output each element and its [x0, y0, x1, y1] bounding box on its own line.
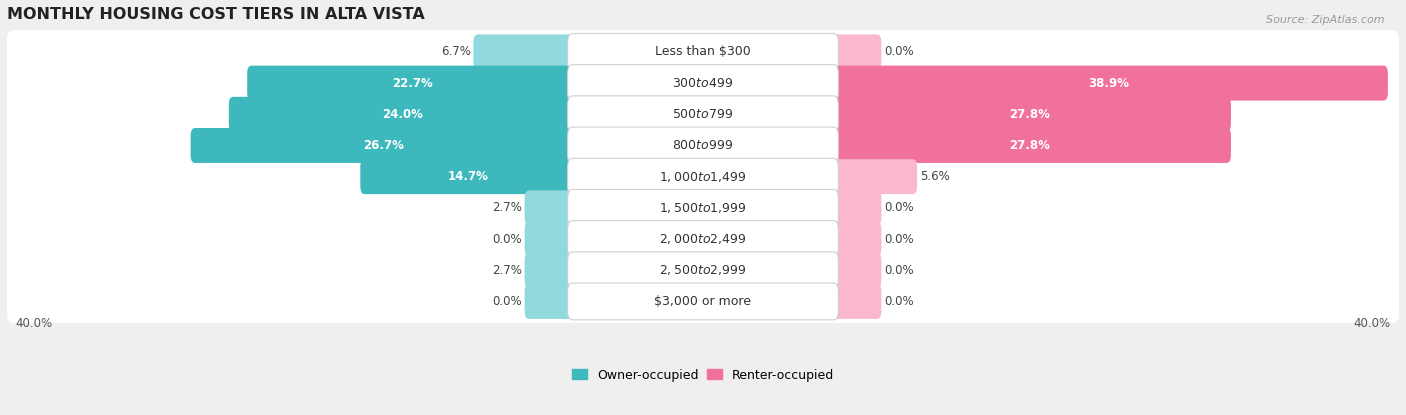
- Text: $3,000 or more: $3,000 or more: [655, 295, 751, 308]
- Text: $800 to $999: $800 to $999: [672, 139, 734, 152]
- Text: 22.7%: 22.7%: [392, 77, 433, 90]
- Text: $2,500 to $2,999: $2,500 to $2,999: [659, 263, 747, 277]
- FancyBboxPatch shape: [830, 253, 882, 288]
- FancyBboxPatch shape: [7, 61, 1399, 105]
- FancyBboxPatch shape: [229, 97, 576, 132]
- Text: 2.7%: 2.7%: [492, 264, 522, 277]
- Text: 0.0%: 0.0%: [884, 45, 914, 59]
- FancyBboxPatch shape: [360, 159, 576, 194]
- FancyBboxPatch shape: [830, 159, 917, 194]
- Text: MONTHLY HOUSING COST TIERS IN ALTA VISTA: MONTHLY HOUSING COST TIERS IN ALTA VISTA: [7, 7, 425, 22]
- FancyBboxPatch shape: [7, 30, 1399, 73]
- FancyBboxPatch shape: [568, 34, 838, 70]
- FancyBboxPatch shape: [830, 284, 882, 319]
- FancyBboxPatch shape: [830, 66, 1388, 100]
- FancyBboxPatch shape: [568, 221, 838, 257]
- FancyBboxPatch shape: [524, 222, 576, 256]
- Text: 5.6%: 5.6%: [920, 170, 949, 183]
- Text: 24.0%: 24.0%: [382, 108, 423, 121]
- Text: 40.0%: 40.0%: [1353, 317, 1391, 330]
- FancyBboxPatch shape: [568, 252, 838, 288]
- FancyBboxPatch shape: [474, 34, 576, 69]
- Text: Less than $300: Less than $300: [655, 45, 751, 59]
- Text: 2.7%: 2.7%: [492, 201, 522, 214]
- Text: Source: ZipAtlas.com: Source: ZipAtlas.com: [1267, 15, 1385, 24]
- FancyBboxPatch shape: [7, 186, 1399, 229]
- FancyBboxPatch shape: [7, 249, 1399, 292]
- Text: 14.7%: 14.7%: [449, 170, 489, 183]
- Text: $1,500 to $1,999: $1,500 to $1,999: [659, 201, 747, 215]
- Text: 27.8%: 27.8%: [1010, 139, 1050, 152]
- FancyBboxPatch shape: [7, 124, 1399, 167]
- Text: 0.0%: 0.0%: [884, 201, 914, 214]
- FancyBboxPatch shape: [568, 283, 838, 320]
- Text: $300 to $499: $300 to $499: [672, 77, 734, 90]
- Text: 6.7%: 6.7%: [441, 45, 471, 59]
- FancyBboxPatch shape: [247, 66, 576, 100]
- FancyBboxPatch shape: [524, 253, 576, 288]
- Text: $2,000 to $2,499: $2,000 to $2,499: [659, 232, 747, 246]
- FancyBboxPatch shape: [568, 158, 838, 195]
- FancyBboxPatch shape: [830, 34, 882, 69]
- Text: 38.9%: 38.9%: [1088, 77, 1129, 90]
- FancyBboxPatch shape: [524, 190, 576, 225]
- FancyBboxPatch shape: [191, 128, 576, 163]
- FancyBboxPatch shape: [568, 127, 838, 164]
- Text: $1,000 to $1,499: $1,000 to $1,499: [659, 170, 747, 184]
- Text: 0.0%: 0.0%: [884, 295, 914, 308]
- FancyBboxPatch shape: [830, 222, 882, 256]
- FancyBboxPatch shape: [7, 217, 1399, 261]
- Text: $500 to $799: $500 to $799: [672, 108, 734, 121]
- FancyBboxPatch shape: [7, 155, 1399, 198]
- FancyBboxPatch shape: [568, 65, 838, 102]
- Text: 0.0%: 0.0%: [884, 264, 914, 277]
- Text: 0.0%: 0.0%: [884, 232, 914, 246]
- Legend: Owner-occupied, Renter-occupied: Owner-occupied, Renter-occupied: [572, 369, 834, 381]
- FancyBboxPatch shape: [830, 128, 1230, 163]
- FancyBboxPatch shape: [568, 189, 838, 226]
- Text: 0.0%: 0.0%: [492, 232, 522, 246]
- FancyBboxPatch shape: [830, 97, 1230, 132]
- FancyBboxPatch shape: [568, 96, 838, 133]
- FancyBboxPatch shape: [7, 93, 1399, 136]
- Text: 26.7%: 26.7%: [363, 139, 404, 152]
- Text: 27.8%: 27.8%: [1010, 108, 1050, 121]
- FancyBboxPatch shape: [7, 280, 1399, 323]
- Text: 0.0%: 0.0%: [492, 295, 522, 308]
- Text: 40.0%: 40.0%: [15, 317, 53, 330]
- FancyBboxPatch shape: [524, 284, 576, 319]
- FancyBboxPatch shape: [830, 190, 882, 225]
